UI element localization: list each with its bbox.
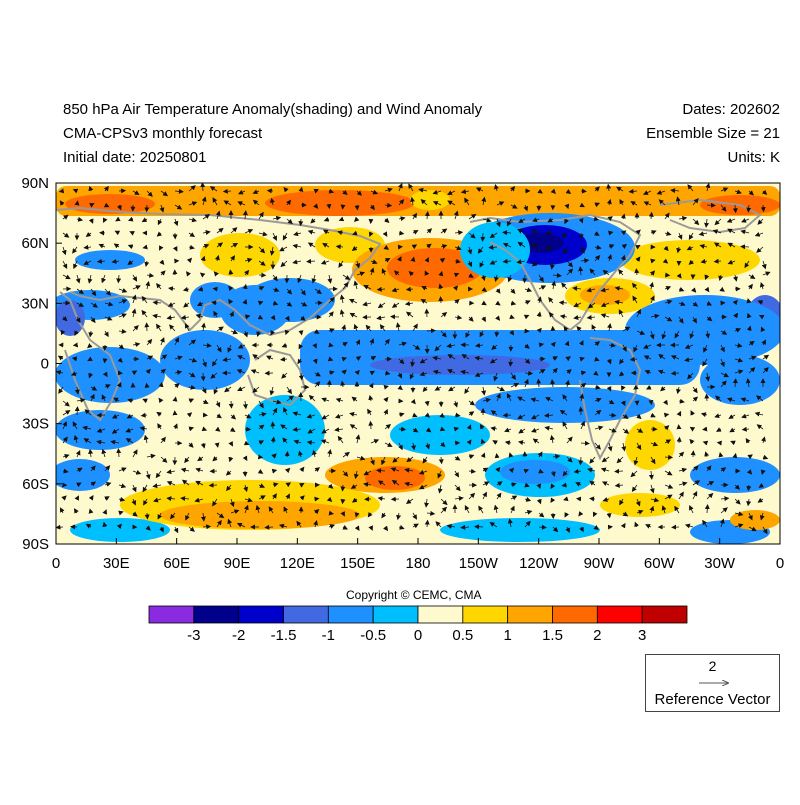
wind-vector [245,429,250,430]
wind-vector [441,297,442,303]
wind-vector [741,247,749,248]
anomaly-region [370,355,550,375]
colorbar-swatch [597,606,642,623]
lon-tick-label: 60E [163,555,190,572]
lat-tick-label: 30S [22,416,49,433]
wind-vector [203,527,210,528]
anomaly-region [500,460,570,484]
wind-vector [707,395,708,402]
colorbar-swatch [149,606,194,623]
wind-vector [581,233,582,238]
wind-vector [672,373,679,374]
colorbar-label: 0 [414,627,422,644]
lat-tick-label: 60S [22,476,49,493]
colorbar: -3 -2 -1.5 -1 -0.5 0 0.5 1 1.5 2 3 [149,606,687,644]
wind-vector [343,485,344,491]
wind-vector [210,485,217,486]
wind-vector [315,499,319,500]
anomaly-region [50,459,110,491]
reference-vector-box: 2 Reference Vector [645,654,780,712]
wind-vector [399,429,405,430]
wind-vector [287,452,288,457]
lon-tick-label: 30E [103,555,130,572]
colorbar-label: -0.5 [360,627,386,644]
colorbar-label: 0.5 [452,627,473,644]
wind-vector [231,401,232,408]
anomaly-region [200,233,280,277]
anomaly-region [75,250,145,270]
lon-tick-label: 180 [405,555,430,572]
colorbar-label: -1.5 [271,627,297,644]
wind-vector [707,205,715,206]
anomaly-region [600,493,680,517]
colorbar-label: -3 [187,627,200,644]
anomaly-region [700,355,780,405]
wind-vector [147,384,148,387]
wind-vector [525,275,526,282]
lon-tick-label: 90E [224,555,251,572]
lon-tick-label: 120W [519,555,559,572]
reference-vector-label: Reference Vector [646,691,779,708]
colorbar-swatch [508,606,553,623]
wind-vector [56,527,63,528]
anomaly-region [625,295,785,365]
wind-vector [475,527,483,528]
wind-vector [615,471,623,472]
colorbar-swatch [239,606,284,623]
colorbar-swatch [328,606,373,623]
wind-vector [147,513,148,519]
wind-vector [265,527,273,528]
wind-vector [371,422,372,429]
anomaly-region [265,190,415,216]
wind-vector [343,499,344,503]
colorbar-label: -1 [322,627,335,644]
colorbar-label: 3 [638,627,646,644]
wind-vector [105,359,106,363]
wind-vector [718,443,721,444]
lat-tick-label: 0 [41,356,49,373]
lon-tick-label: 60W [644,555,676,572]
wind-vector [214,289,218,290]
colorbar-label: 2 [593,627,601,644]
colorbar-label: -2 [232,627,245,644]
colorbar-swatch [418,606,463,623]
colorbar-label: 1.5 [542,627,563,644]
colorbar-swatch [284,606,329,623]
anomaly-region [690,457,780,493]
anomaly-region [410,190,450,210]
anomaly-region [620,240,760,280]
lat-tick-label: 60N [21,235,49,252]
colorbar-swatch [373,606,418,623]
anomaly-region [730,510,780,530]
colorbar-swatch [553,606,598,623]
wind-vector [560,303,567,304]
anomaly-region [625,420,675,470]
reference-arrow-icon [698,677,732,689]
anomaly-region [580,285,630,305]
lon-tick-label: 0 [52,555,60,572]
copyright-text: Copyright © CEMC, CMA [346,588,482,602]
anomaly-region [55,300,85,336]
anomaly-region [160,501,360,529]
colorbar-swatch [642,606,687,623]
wind-vector [590,499,595,500]
colorbar-label: 1 [503,627,511,644]
anomaly-region [440,518,600,542]
lon-tick-label: 0 [776,555,784,572]
lat-tick-label: 90S [22,536,49,553]
lon-tick-label: 30W [704,555,736,572]
lat-tick-label: 30N [21,295,49,312]
anomaly-region [390,415,490,455]
anomaly-region [160,330,250,390]
colorbar-swatch [463,606,508,623]
lon-tick-label: 120E [280,555,315,572]
colorbar-swatch [194,606,239,623]
reference-vector-magnitude: 2 [646,658,779,674]
lon-tick-label: 90W [584,555,616,572]
wind-vector [77,407,78,415]
lon-tick-label: 150E [340,555,375,572]
lon-tick-label: 150W [459,555,499,572]
lat-tick-label: 90N [21,175,49,192]
